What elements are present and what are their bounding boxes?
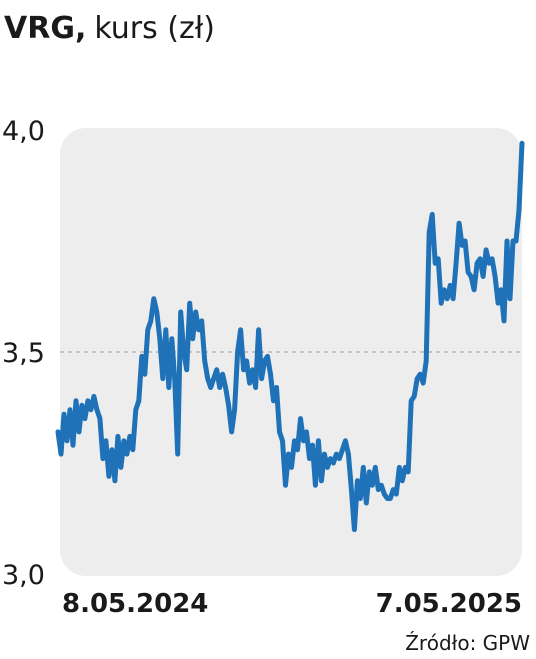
- x-tick-label: 8.05.2024: [62, 589, 208, 619]
- title-ticker: VRG,: [4, 11, 86, 46]
- y-tick-label: 3,5: [2, 338, 45, 369]
- chart-title: VRG, kurs (zł): [4, 11, 215, 46]
- title-label: kurs (zł): [94, 11, 215, 46]
- y-tick-label: 4,0: [2, 116, 45, 147]
- price-line: [55, 140, 525, 533]
- y-tick-label: 3,0: [2, 560, 45, 591]
- x-tick-label: 7.05.2025: [376, 589, 522, 619]
- source: Źródło: GPW: [405, 631, 530, 655]
